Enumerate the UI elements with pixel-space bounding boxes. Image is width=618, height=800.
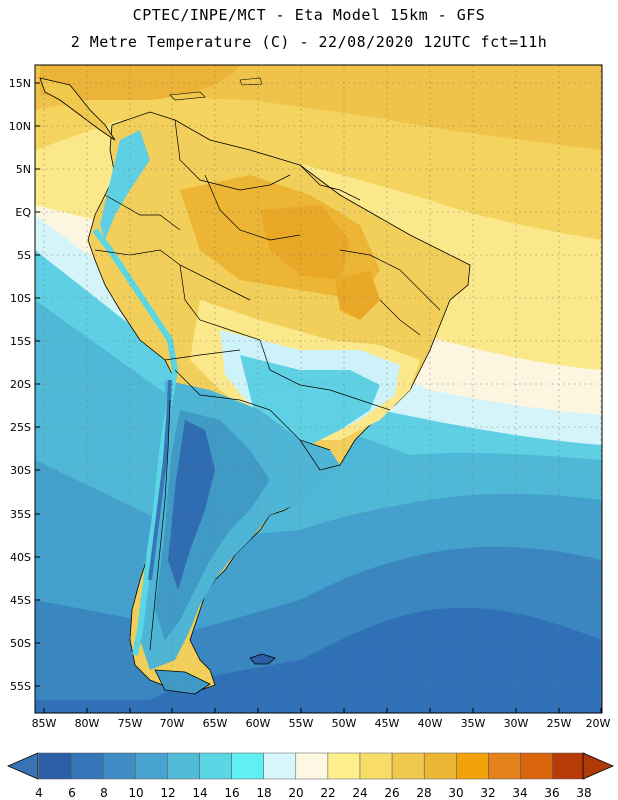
lat-label: 5S xyxy=(17,249,31,262)
colorbar-label: 16 xyxy=(224,786,239,800)
title-line-2: 2 Metre Temperature (C) - 22/08/2020 12U… xyxy=(70,33,548,51)
colorbar-swatch xyxy=(70,752,104,780)
latitude-labels: 15N 10N 5N EQ 5S 10S 15S 20S 25S 30S 35S… xyxy=(9,77,32,693)
colorbar-label: 10 xyxy=(128,786,143,800)
lon-label: 85W xyxy=(32,717,57,730)
lat-label: 45S xyxy=(10,594,31,607)
colorbar-label: 6 xyxy=(68,786,76,800)
colorbar-swatch xyxy=(167,752,200,780)
colorbar-swatch xyxy=(263,752,297,780)
lat-label: 50S xyxy=(10,637,31,650)
map-frame xyxy=(34,64,603,714)
colorbar-swatch xyxy=(423,752,457,780)
lat-label: 25S xyxy=(10,421,31,434)
lon-label: 20W xyxy=(586,717,611,730)
temperature-field xyxy=(35,65,602,713)
colorbar-swatch xyxy=(391,752,425,780)
colorbar-label: 8 xyxy=(100,786,108,800)
colorbar-label: 36 xyxy=(544,786,559,800)
lon-label: 70W xyxy=(160,717,185,730)
lon-label: 35W xyxy=(461,717,486,730)
lon-label: 60W xyxy=(246,717,271,730)
lat-label: 55S xyxy=(10,680,31,693)
map-gridlines xyxy=(35,65,602,713)
colorbar-label: 12 xyxy=(160,786,175,800)
lon-label: 45W xyxy=(375,717,400,730)
lon-label: 25W xyxy=(547,717,572,730)
colorbar-swatch xyxy=(102,752,136,780)
colorbar-label: 22 xyxy=(320,786,335,800)
lat-label: 10S xyxy=(10,292,31,305)
colorbar-swatch xyxy=(552,752,585,780)
colorbar-label: 30 xyxy=(448,786,463,800)
lat-label: 30S xyxy=(10,464,31,477)
colorbar-swatch xyxy=(359,752,393,780)
lon-label: 75W xyxy=(118,717,143,730)
lat-label: 40S xyxy=(10,551,31,564)
lat-label: 5N xyxy=(16,163,31,176)
colorbar-swatch xyxy=(295,752,329,780)
colorbar-low-arrow xyxy=(6,752,39,780)
colorbar-label: 34 xyxy=(512,786,527,800)
country-borders xyxy=(94,119,441,651)
colorbar-label: 24 xyxy=(352,786,367,800)
colorbar-label: 20 xyxy=(288,786,303,800)
colorbar-label: 4 xyxy=(35,786,43,800)
lon-label: 40W xyxy=(418,717,443,730)
colorbar-label: 18 xyxy=(256,786,271,800)
colorbar-swatch xyxy=(520,752,553,780)
colorbar-swatch xyxy=(456,752,489,780)
lon-label: 55W xyxy=(289,717,314,730)
colorbar-swatch xyxy=(488,752,521,780)
lat-label: 35S xyxy=(10,508,31,521)
colorbar-label: 28 xyxy=(416,786,431,800)
lat-label: 10N xyxy=(9,120,31,133)
colorbar-swatch xyxy=(38,752,72,780)
colorbar-swatch xyxy=(199,752,232,780)
colorbar-label: 32 xyxy=(480,786,495,800)
lat-label: 15S xyxy=(10,335,31,348)
axis-ticks xyxy=(35,82,602,713)
lon-label: 80W xyxy=(75,717,100,730)
title-line-1: CPTEC/INPE/MCT - Eta Model 15km - GFS xyxy=(132,6,486,24)
lat-label: 15N xyxy=(9,77,31,90)
colorbar-label: 38 xyxy=(576,786,591,800)
lon-label: 65W xyxy=(203,717,228,730)
colorbar-label: 14 xyxy=(192,786,207,800)
colorbar-swatch xyxy=(231,752,264,780)
colorbar-swatch xyxy=(135,752,168,780)
colorbar-swatch xyxy=(327,752,361,780)
lat-label: EQ xyxy=(15,206,31,219)
lon-label: 30W xyxy=(504,717,529,730)
longitude-labels: 85W 80W 75W 70W 65W 60W 55W 50W 45W 40W … xyxy=(32,717,611,730)
colorbar-label: 26 xyxy=(384,786,399,800)
lon-label: 50W xyxy=(332,717,357,730)
colorbar: 4 6 8 10 12 14 16 18 20 22 24 26 28 30 3… xyxy=(6,752,615,800)
lat-label: 20S xyxy=(10,378,31,391)
colorbar-high-arrow xyxy=(582,752,615,780)
